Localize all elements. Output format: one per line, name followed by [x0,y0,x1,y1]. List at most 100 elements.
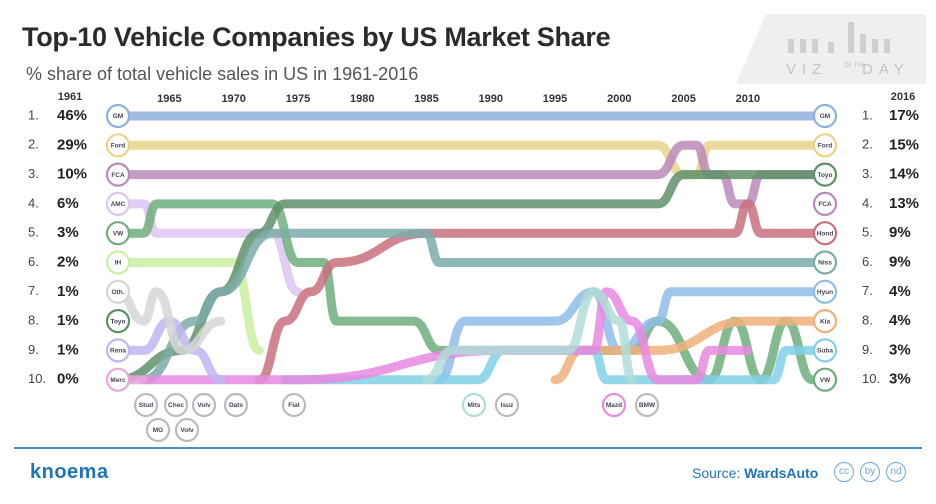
brand-logo-gm-icon [105,103,131,129]
brand-logo-mg: MG [145,417,171,443]
x-end-label: 2016 [891,91,915,103]
brand-logo-subaru-icon [812,338,838,363]
brand-logo-vw: VW [812,367,838,392]
brand-logo-mazda: Mazd [601,392,627,418]
entry-logo-label: MG [153,427,163,434]
no-derivatives-icon-label: nd [890,466,902,477]
left-logo-label: GM [113,113,123,120]
right-rank-label: 3. [862,166,873,181]
left-logo-label: Rena [110,348,126,355]
attribution-icon-label: by [864,466,876,477]
right-share-label: 15% [889,136,919,153]
right-rank-label: 5. [862,225,873,240]
right-rank-label: 8. [862,313,873,328]
left-rank-label: 3. [28,166,39,181]
chart-title: Top-10 Vehicle Companies by US Market Sh… [22,22,611,52]
entry-logo-label: Fiat [288,402,300,409]
brand-logo-kia: Kia [812,309,838,334]
left-share-label: 46% [57,107,87,124]
left-rank-label: 10. [28,371,46,386]
right-logo-label: Hond [817,230,834,237]
right-rank-label: 1. [862,107,873,122]
left-share-label: 6% [57,195,79,212]
right-share-label: 14% [889,166,919,183]
x-tick-label: 1990 [479,93,503,105]
brand-logo-nissan-icon [812,250,838,275]
watermark-right-text: DAY [862,61,910,78]
brand-logo-datsun: Dats [223,392,249,418]
left-share-label: 3% [57,224,79,241]
brand-logo-ford-icon [105,133,131,158]
brand-logo-ford: Ford [105,133,131,158]
series-line-honda [254,199,830,385]
series-line-renault [113,316,226,385]
series-lines [113,111,830,385]
right-share-label: 3% [889,341,911,358]
brand-logo-mercedes: Merc [105,367,131,392]
left-rank-label: 5. [28,225,39,240]
x-tick-label: 1965 [157,93,181,105]
left-share-label: 1% [57,283,79,300]
brand-logo-checker: Chec [163,392,189,418]
brand-logo-kia-icon [812,309,838,334]
brand-logo-checker-icon [163,392,189,418]
brand-logo-vw: VW [105,221,131,246]
x-start-label: 1961 [58,91,82,103]
left-logo-label: FCA [111,172,125,179]
left-rank-label: 6. [28,254,39,269]
left-share-label: 1% [57,341,79,358]
right-logo-label: Toyo [817,172,832,179]
right-share-label: 9% [889,253,911,270]
brand-logo-toyota-icon [812,162,838,187]
left-rank-label: 9. [28,342,39,357]
knoema-logo[interactable]: knoema [30,461,109,483]
viz-of-the-day-watermark: VIZ OF THE DAY [736,14,926,84]
brand-logo-subaru: Suba [812,338,838,363]
attribution-icon[interactable]: by [860,462,880,482]
brand-logo-honda: Hond [812,221,838,246]
right-logo-label: Ford [818,143,832,150]
left-rank-label: 8. [28,313,39,328]
right-logo-label: GM [820,113,830,120]
brand-logo-volvo-icon [174,417,200,443]
brand-logo-hyundai-icon [812,279,838,304]
right-logo-label: Niss [818,260,832,267]
right-share-label: 3% [889,371,911,388]
brand-logo-mercedes-icon [105,367,131,392]
right-logo-label: Kia [820,318,831,325]
brand-logos: GM Ford FCA AMC VW IH Oth. Toyo Rena Merc GM Ford To… [105,103,838,443]
watermark-left-text: VIZ [786,61,827,78]
right-rank-label: 7. [862,283,873,298]
brand-logo-amc: AMC [105,191,131,216]
right-logo-label: Hyun [817,289,833,296]
series-line-vw [113,199,830,385]
brand-logo-mitsubishi: Mits [461,392,487,418]
brand-logo-fca: FCA [105,162,131,187]
brand-logo-isuzu-icon [494,392,520,418]
left-rank-label: 1. [28,107,39,122]
right-logo-label: FCA [818,201,832,208]
brand-logo-bmw: BMW [634,392,660,418]
right-rank-label: 9. [862,342,873,357]
brand-logo-ford: Ford [812,133,838,158]
x-tick-label: 2005 [671,93,695,105]
no-derivatives-icon[interactable]: nd [886,462,906,482]
left-logo-label: Merc [110,377,126,384]
right-logo-label: Suba [817,348,833,355]
left-logo-label: Oth. [112,289,125,296]
brand-logo-oth: Oth. [105,279,131,304]
entry-logo-label: Dats [229,402,243,409]
brand-logo-vw-icon [812,367,838,392]
brand-logo-mazda-icon [601,392,627,418]
brand-logo-datsun-icon [223,392,249,418]
right-rank-label: 2. [862,137,873,152]
cc-license-icon[interactable]: cc [834,462,854,482]
series-line-subaru [280,345,830,385]
chart-subtitle: % share of total vehicle sales in US in … [26,64,419,84]
brand-logo-volvo: Volv [191,392,217,418]
series-line-kia [550,316,830,385]
left-share-label: 2% [57,253,79,270]
series-line-other [113,287,226,355]
brand-logo-fca-icon [812,191,838,216]
brand-logo-gm-icon [812,103,838,129]
